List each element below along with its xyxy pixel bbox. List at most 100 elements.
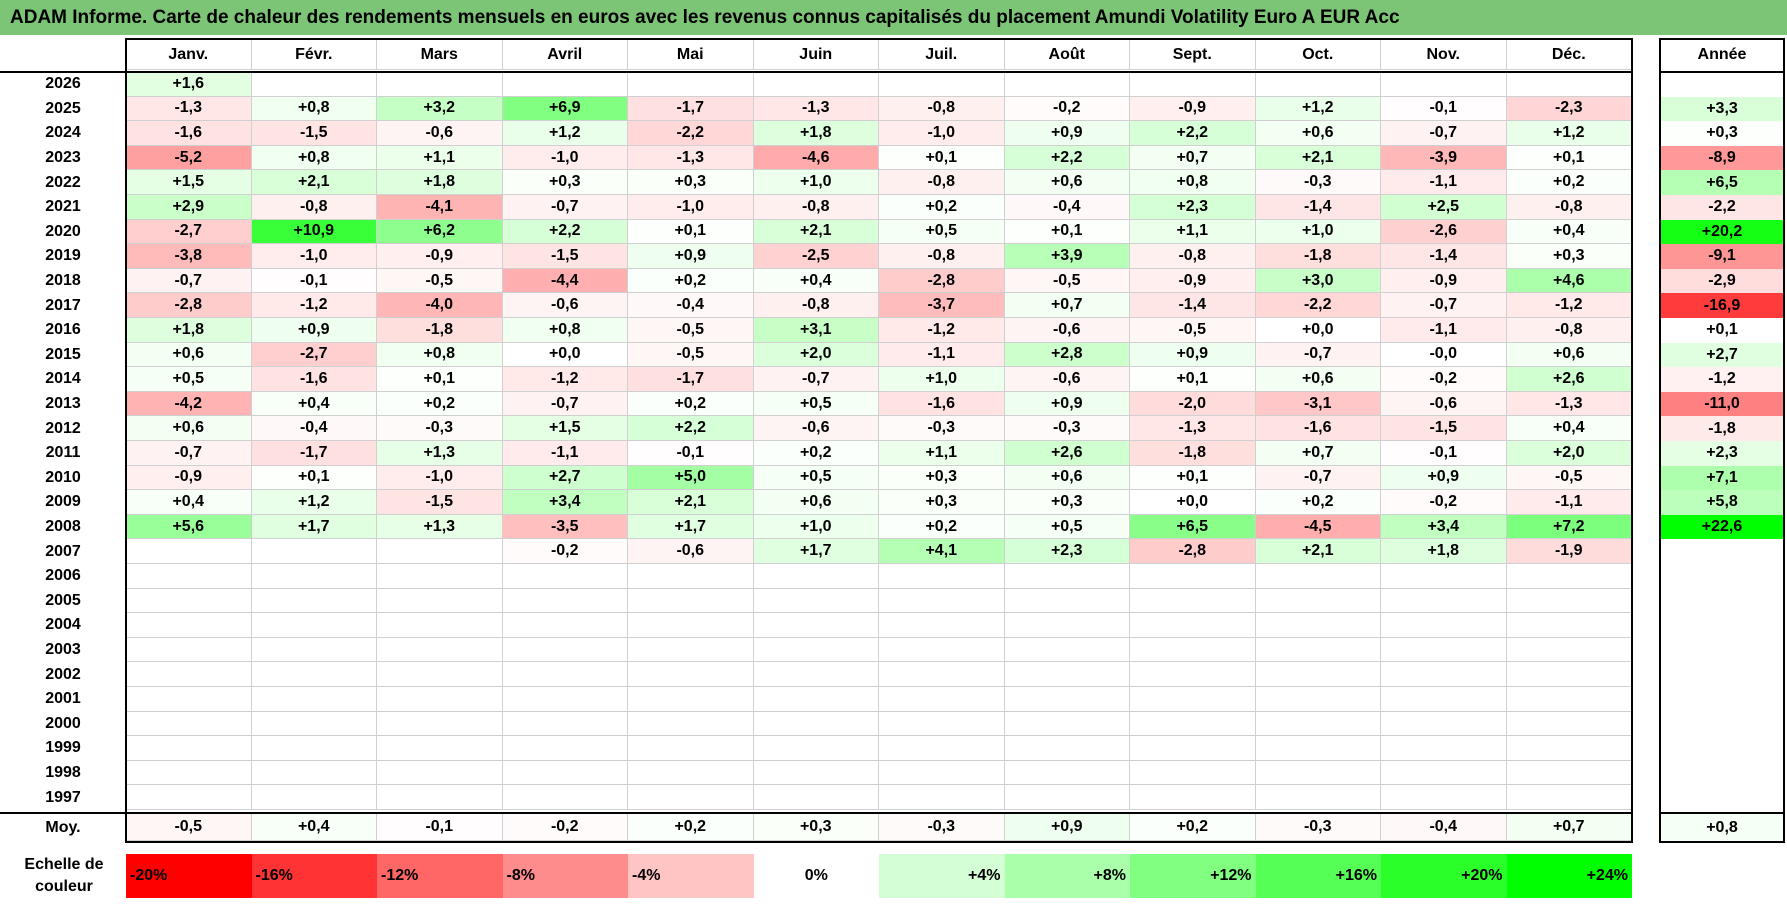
heatmap-cell: [251, 687, 377, 712]
heatmap-cell: -4,2: [126, 391, 252, 417]
heatmap-cell: -0,8: [753, 195, 879, 220]
annual-cell: -1,2: [1660, 367, 1784, 392]
heatmap-cell: [1506, 564, 1632, 589]
year-label: 2006: [45, 567, 81, 585]
heatmap-cell: +3,4: [1381, 514, 1507, 540]
heatmap-cell: [126, 588, 252, 614]
year-label: 2003: [45, 641, 81, 659]
heatmap-cell: -0,3: [1004, 416, 1130, 441]
heatmap-cell: [628, 785, 754, 810]
heatmap-cell: [126, 637, 252, 663]
heatmap-cell: +2,3: [1130, 195, 1256, 220]
heatmap-cell: [628, 687, 754, 712]
heatmap-cell: +0,8: [1130, 170, 1256, 195]
year-label: 2016: [45, 321, 81, 339]
heatmap-cell: +0,9: [628, 244, 754, 269]
heatmap-cell: +4,1: [879, 539, 1005, 564]
heatmap-cell: -0,9: [377, 244, 503, 269]
heatmap-cell: [879, 687, 1005, 712]
heatmap-cell: +0,1: [1004, 219, 1130, 245]
heatmap-cell: -2,3: [1506, 96, 1632, 122]
annual-cell: [1660, 72, 1784, 97]
heatmap-cell: [126, 539, 252, 564]
heatmap-cell: -0,7: [1381, 121, 1507, 146]
annual-cell: [1660, 588, 1784, 614]
month-header: Nov.: [1381, 40, 1507, 70]
heatmap-cell: -1,5: [377, 490, 503, 515]
year-label: 2025: [45, 99, 81, 117]
heatmap-cell: +1,3: [377, 441, 503, 466]
average-cell: +0,3: [753, 814, 879, 841]
heatmap-cell: +1,2: [251, 490, 377, 515]
heatmap-cell: [879, 711, 1005, 737]
heatmap-cell: [377, 662, 503, 687]
year-label: 2023: [45, 149, 81, 167]
heatmap-cell: +6,2: [377, 219, 503, 245]
heatmap-cell: [628, 564, 754, 589]
heatmap-cell: [753, 687, 879, 712]
heatmap-cell: -0,7: [502, 391, 628, 417]
heatmap-cell: [126, 613, 252, 638]
heatmap-cell: +0,6: [1255, 367, 1381, 392]
heatmap-cell: [251, 736, 377, 761]
average-cell: -0,5: [126, 814, 252, 841]
heatmap-cell: +1,6: [126, 72, 252, 97]
annual-cell: +0,1: [1660, 318, 1784, 343]
heatmap-cell: -1,7: [628, 96, 754, 122]
heatmap-cell: -1,1: [1381, 170, 1507, 195]
color-scale-swatch: +24%: [1506, 854, 1632, 898]
heatmap-cell: [251, 785, 377, 810]
heatmap-cell: +1,5: [126, 170, 252, 195]
heatmap-cell: [753, 760, 879, 786]
year-label: 2010: [45, 468, 81, 486]
heatmap-cell: +0,9: [1130, 342, 1256, 368]
heatmap-cell: [1004, 637, 1130, 663]
heatmap-cell: [1130, 711, 1256, 737]
heatmap-cell: +0,3: [1506, 244, 1632, 269]
heatmap-cell: -2,6: [1381, 219, 1507, 245]
heatmap-cell: -1,2: [502, 367, 628, 392]
heatmap-cell: -1,1: [502, 441, 628, 466]
month-header: Août: [1004, 40, 1130, 70]
heatmap-cell: [502, 72, 628, 97]
color-scale-label-line2: couleur: [35, 878, 93, 895]
heatmap-cell: [377, 588, 503, 614]
heatmap-cell: -1,3: [126, 96, 252, 122]
heatmap-cell: -2,7: [126, 219, 252, 245]
month-header: Févr.: [251, 40, 377, 70]
annual-cell: -1,8: [1660, 416, 1784, 441]
heatmap-cell: [753, 736, 879, 761]
average-cell: +0,2: [1130, 814, 1256, 841]
heatmap-cell: +0,1: [879, 145, 1005, 171]
heatmap-cell: +1,0: [1255, 219, 1381, 245]
heatmap-cell: [1255, 785, 1381, 810]
heatmap-cell: [126, 564, 252, 589]
heatmap-cell: +0,6: [1255, 121, 1381, 146]
heatmap-cell: +0,1: [251, 465, 377, 491]
month-header: Janv.: [126, 40, 252, 70]
average-label: Moy.: [45, 818, 81, 836]
heatmap-cell: [502, 662, 628, 687]
heatmap-cell: +2,1: [1255, 539, 1381, 564]
heatmap-cell: -0,7: [1255, 342, 1381, 368]
heatmap-cell: [251, 588, 377, 614]
year-label: 2004: [45, 616, 81, 634]
heatmap-cell: -0,8: [1506, 195, 1632, 220]
heatmap-cell: -0,5: [628, 318, 754, 343]
heatmap-cell: -0,8: [753, 293, 879, 318]
heatmap-cell: [377, 760, 503, 786]
heatmap-cell: [1255, 637, 1381, 663]
heatmap-cell: [1381, 662, 1507, 687]
heatmap-cell: -1,2: [879, 318, 1005, 343]
heatmap-cell: [753, 72, 879, 97]
heatmap-cell: [1004, 711, 1130, 737]
heatmap-cell: [753, 662, 879, 687]
color-scale-swatch: +20%: [1381, 854, 1507, 898]
heatmap-cell: -1,8: [1255, 244, 1381, 269]
heatmap-cell: +2,6: [1004, 441, 1130, 466]
heatmap-cell: [753, 785, 879, 810]
heatmap-cell: +2,9: [126, 195, 252, 220]
heatmap-cell: [1004, 613, 1130, 638]
heatmap-cell: -1,5: [1381, 416, 1507, 441]
heatmap-cell: +0,8: [251, 96, 377, 122]
